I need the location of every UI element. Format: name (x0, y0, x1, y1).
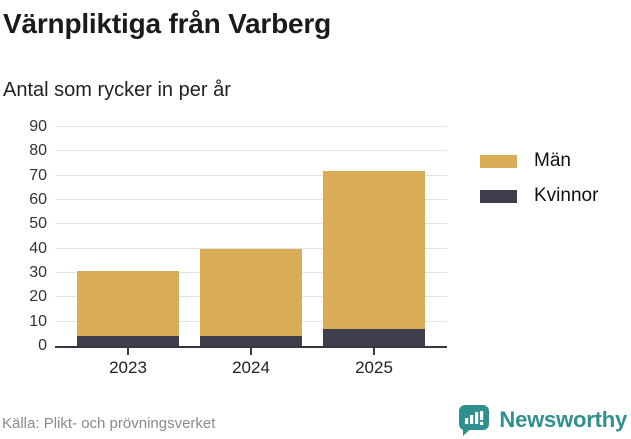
legend: Män Kvinnor (480, 150, 598, 220)
page-title: Värnpliktiga från Varberg (3, 8, 331, 39)
y-axis-tick-label: 30 (29, 263, 47, 281)
x-axis-label-2023: 2023 (109, 358, 147, 377)
stacked-bar-2024 (200, 248, 302, 346)
source-note: Källa: Plikt- och prövningsverket (2, 415, 216, 432)
plot-area: 0 10 20 30 40 50 60 70 80 90 2023 2024 2025 (29, 118, 447, 377)
brand-name: Newsworthy (499, 407, 627, 432)
bar-segment-män-2024 (200, 248, 302, 337)
y-axis-tick-label: 10 (29, 312, 47, 330)
gridline-y60 (55, 198, 447, 200)
x-axis-label-2024: 2024 (232, 358, 270, 377)
stacked-bar-2025 (323, 170, 425, 346)
x-axis-tick-mark (250, 348, 252, 355)
chart-subtitle: Antal som rycker in per år (3, 79, 231, 101)
legend-item-män: Män (480, 150, 598, 172)
y-axis-tick-label: 70 (29, 166, 47, 184)
stacked-bar-2023 (77, 270, 179, 346)
bar-segment-män-2025 (323, 170, 425, 329)
legend-item-kvinnor: Kvinnor (480, 185, 598, 207)
legend-swatch-män (480, 154, 517, 168)
y-axis-tick-label: 50 (29, 215, 47, 233)
gridline-y90 (55, 125, 447, 127)
bar-segment-män-2023 (77, 270, 179, 337)
x-axis-label-2025: 2025 (355, 358, 393, 377)
gridline-y80 (55, 150, 447, 152)
y-axis-tick-label: 90 (29, 117, 47, 135)
x-axis-tick-mark (373, 348, 375, 355)
newsworthy-bubble-chart-icon (459, 405, 490, 436)
gridline-y40 (55, 247, 447, 249)
legend-swatch-kvinnor (480, 189, 517, 203)
bar-segment-kvinnor-2024 (200, 336, 302, 346)
y-axis-tick-label: 20 (29, 288, 47, 306)
legend-label-män: Män (534, 150, 571, 171)
gridline-y70 (55, 174, 447, 176)
y-axis-tick-label: 0 (38, 337, 47, 354)
newsworthy-logo: Newsworthy (457, 403, 627, 437)
x-axis-tick-mark (127, 348, 129, 355)
gridline-y50 (55, 223, 447, 225)
y-axis-tick-label: 80 (29, 142, 47, 160)
y-axis-tick-label: 40 (29, 239, 47, 257)
y-axis-tick-label: 60 (29, 190, 47, 208)
bar-segment-kvinnor-2023 (77, 336, 179, 346)
legend-label-kvinnor: Kvinnor (534, 185, 599, 206)
bar-segment-kvinnor-2025 (323, 328, 425, 346)
